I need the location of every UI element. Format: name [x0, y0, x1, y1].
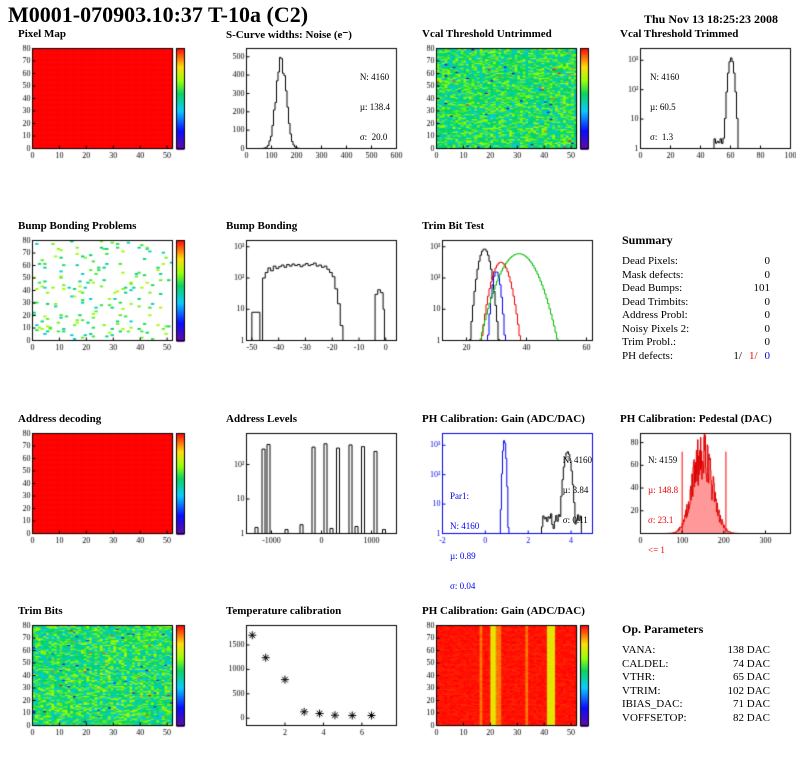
plot-title: PH Calibration: Pedestal (DAC)	[620, 413, 772, 425]
panel-trim-bits: Trim Bits	[8, 605, 204, 757]
plot-title: Address Levels	[226, 413, 297, 425]
vcal-untrimmed-chart	[412, 42, 602, 164]
address-decoding-chart	[8, 427, 198, 549]
address-levels-chart	[216, 427, 406, 549]
panel-address-levels: Address Levels	[216, 413, 412, 565]
bump-problems-chart	[8, 234, 198, 356]
panel-temperature: Temperature calibration	[216, 605, 412, 757]
op-parameters-title: Op. Parameters	[622, 622, 704, 636]
panel-ph-pedestal: PH Calibration: Pedestal (DAC) N: 4159 µ…	[610, 413, 796, 565]
panel-bump-problems: Bump Bonding Problems	[8, 220, 204, 372]
panel-vcal-untrimmed: Vcal Threshold Untrimmed	[412, 28, 608, 180]
ph-gain-map-chart	[412, 619, 602, 741]
ph-gain-hist-chart	[412, 427, 602, 549]
summary-panel: Summary Dead Pixels: 0 Mask defects: 0 Dea…	[622, 233, 770, 363]
stats-box: N: 4160 µ: 3.84 σ: 0.11	[562, 455, 592, 525]
stats-box: N: 4160 µ: 138.4 σ: 20.0	[359, 72, 390, 142]
panel-pixel-map: Pixel Map	[8, 28, 204, 180]
plot-title: Trim Bits	[18, 605, 63, 617]
scurve-noise-chart	[216, 42, 406, 164]
pixel-map-chart	[8, 42, 198, 164]
vcal-trimmed-chart	[610, 42, 796, 164]
summary-row: Dead Bumps: 101	[622, 282, 770, 294]
op-parameter-row: CALDEL: 74 DAC	[622, 657, 770, 670]
plot-title: Bump Bonding Problems	[18, 220, 137, 232]
panel-ph-gain-map: PH Calibration: Gain (ADC/DAC)	[412, 605, 608, 757]
plot-title: Trim Bit Test	[422, 220, 485, 232]
panel-trim-bit-test: Trim Bit Test	[412, 220, 608, 372]
panel-ph-gain-hist: PH Calibration: Gain (ADC/DAC) N: 4160 µ…	[412, 413, 608, 591]
summary-row: Trim Probl.: 0	[622, 336, 770, 348]
panel-vcal-trimmed: Vcal Threshold Trimmed N: 4160 µ: 60.5 σ…	[610, 28, 796, 180]
op-parameter-row: VANA: 138 DAC	[622, 644, 770, 656]
plot-title: Vcal Threshold Trimmed	[620, 28, 739, 40]
stats-box-par1: Par1: N: 4160 µ: 0.89 σ: 0.04	[450, 491, 480, 591]
panel-address-decoding: Address decoding	[8, 413, 204, 565]
plot-title: PH Calibration: Gain (ADC/DAC)	[422, 413, 585, 425]
plot-title: Vcal Threshold Untrimmed	[422, 28, 552, 40]
panel-scurve-noise: S-Curve widths: Noise (e⁻) N: 4160 µ: 13…	[216, 28, 412, 180]
plot-title: S-Curve widths: Noise (e⁻)	[226, 29, 352, 41]
plot-title: Bump Bonding	[226, 220, 298, 232]
summary-row: Address Probl: 0	[622, 309, 770, 321]
bump-bonding-chart	[216, 234, 406, 356]
stats-box: N: 4160 µ: 60.5 σ: 1.3	[650, 72, 680, 142]
trim-bits-chart	[8, 619, 198, 741]
summary-row: Dead Trimbits: 0	[622, 295, 770, 308]
stats-box: N: 4159 µ: 148.8 σ: 23.1 <= 1	[648, 455, 679, 555]
op-parameter-row: VTRIM: 102 DAC	[622, 684, 770, 697]
summary-row-ph-defects: PH defects: 1/1/0	[622, 349, 770, 362]
plot-title: Address decoding	[18, 413, 102, 425]
temperature-chart	[216, 619, 406, 741]
plot-title: Temperature calibration	[226, 605, 342, 617]
summary-row: Mask defects: 0	[622, 268, 770, 281]
op-parameter-row: VTHR: 65 DAC	[622, 671, 770, 683]
plot-title: Pixel Map	[18, 28, 66, 40]
op-parameter-row: IBIAS_DAC: 71 DAC	[622, 698, 770, 710]
panel-bump-bonding: Bump Bonding	[216, 220, 412, 372]
summary-row: Dead Pixels: 0	[622, 255, 770, 267]
page-title: M0001-070903.10:37 T-10a (C2)	[8, 2, 309, 27]
ph-defects-values: 1/1/0	[733, 349, 770, 362]
op-parameter-row: VOFFSETOP: 82 DAC	[622, 711, 770, 724]
plot-title: PH Calibration: Gain (ADC/DAC)	[422, 605, 585, 617]
op-parameters-panel: Op. Parameters VANA: 138 DAC CALDEL: 74 DA…	[622, 622, 770, 725]
trim-bit-test-chart	[412, 234, 602, 356]
summary-row: Noisy Pixels 2: 0	[622, 322, 770, 335]
ph-pedestal-chart	[610, 427, 796, 549]
timestamp: Thu Nov 13 18:25:23 2008	[643, 12, 778, 26]
summary-title: Summary	[622, 233, 673, 247]
